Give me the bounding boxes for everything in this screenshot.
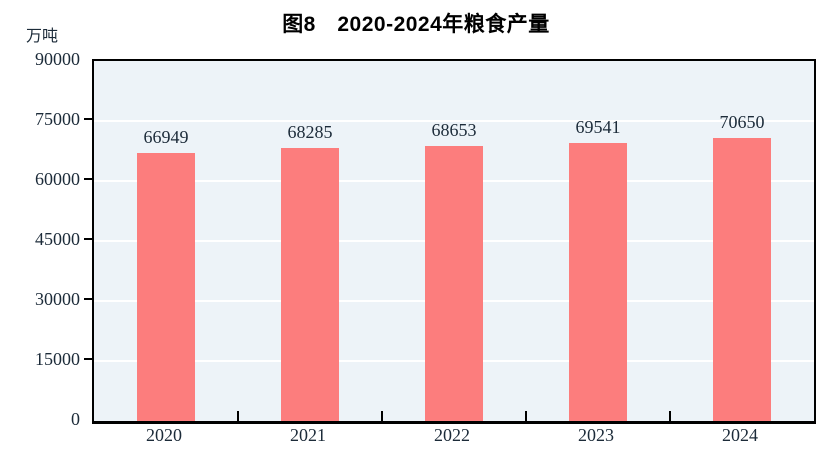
y-axis-tick-mark (84, 358, 92, 360)
bar-2021 (281, 147, 339, 421)
bar-2024 (713, 138, 771, 421)
bar-value-label: 66949 (143, 127, 189, 148)
y-axis-tick-label: 15000 (35, 349, 80, 369)
bar-value-label: 69541 (575, 116, 621, 137)
y-axis-tick-mark (84, 178, 92, 180)
gridline (94, 120, 814, 122)
x-axis-boundary-tick (381, 411, 383, 421)
bar-value-label: 68285 (287, 121, 333, 142)
x-axis-boundary-tick (525, 411, 527, 421)
y-axis-tick-mark (84, 298, 92, 300)
x-axis-tick-label: 2024 (722, 425, 758, 445)
y-axis-tick-mark (84, 118, 92, 120)
x-axis-tick-label: 2020 (146, 425, 182, 445)
y-axis-tick-label: 60000 (35, 169, 80, 189)
bar-2022 (425, 146, 483, 421)
y-axis-unit-label: 万吨 (26, 28, 59, 45)
y-axis-tick-label: 45000 (35, 229, 80, 249)
chart-title: 图8 2020-2024年粮食产量 (282, 13, 550, 36)
plot-area: 66949 68285 68653 69541 70650 (92, 59, 816, 424)
y-axis-tick-label: 75000 (35, 109, 80, 129)
bar-2023 (569, 142, 627, 421)
bar-2020 (137, 153, 195, 421)
y-axis-tick-label: 0 (71, 409, 80, 429)
x-axis-tick-label: 2021 (290, 425, 326, 445)
x-axis-boundary-tick (237, 411, 239, 421)
y-axis-tick-mark (84, 238, 92, 240)
x-axis-boundary-tick (669, 411, 671, 421)
y-axis-tick-label: 30000 (35, 289, 80, 309)
x-axis-tick-label: 2023 (578, 425, 614, 445)
bar-value-label: 68653 (431, 120, 477, 141)
y-axis-tick-label: 90000 (35, 49, 80, 69)
x-axis-tick-label: 2022 (434, 425, 470, 445)
bar-value-label: 70650 (719, 112, 765, 133)
